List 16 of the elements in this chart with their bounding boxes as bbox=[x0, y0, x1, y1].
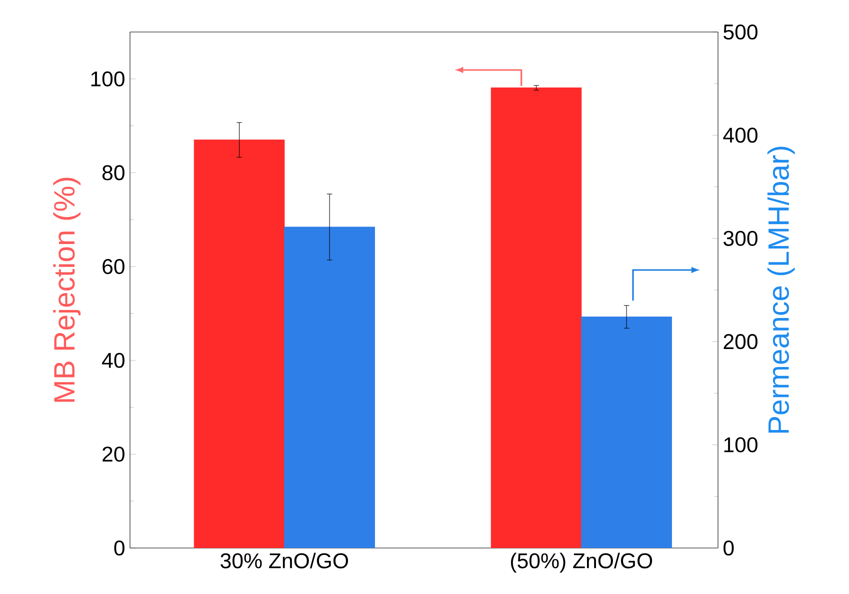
y-tick-label: 0 bbox=[114, 540, 124, 556]
x-tick-label: (50%) ZnO/GO bbox=[510, 552, 652, 573]
y2-axis-title: Permeance (LMH/bar) bbox=[767, 146, 795, 433]
x-tick-label: 30% ZnO/GO bbox=[220, 552, 348, 568]
y2-tick-label: 500 bbox=[724, 24, 758, 40]
y2-tick-label: 200 bbox=[724, 334, 758, 350]
y-tick-label: 100 bbox=[91, 71, 124, 86]
y2-tick-label: 300 bbox=[724, 230, 758, 246]
y-tick-label: 40 bbox=[102, 352, 124, 368]
y2-tick-label: 400 bbox=[723, 128, 758, 143]
y-tick-label: 60 bbox=[102, 259, 124, 274]
y-tick-label: 20 bbox=[102, 446, 124, 462]
y2-tick-label: 100 bbox=[724, 437, 758, 452]
y2-tick-label: 0 bbox=[724, 540, 734, 556]
y-tick-label: 80 bbox=[102, 165, 124, 180]
y-axis-title: MB Rejection (%) bbox=[53, 178, 81, 402]
